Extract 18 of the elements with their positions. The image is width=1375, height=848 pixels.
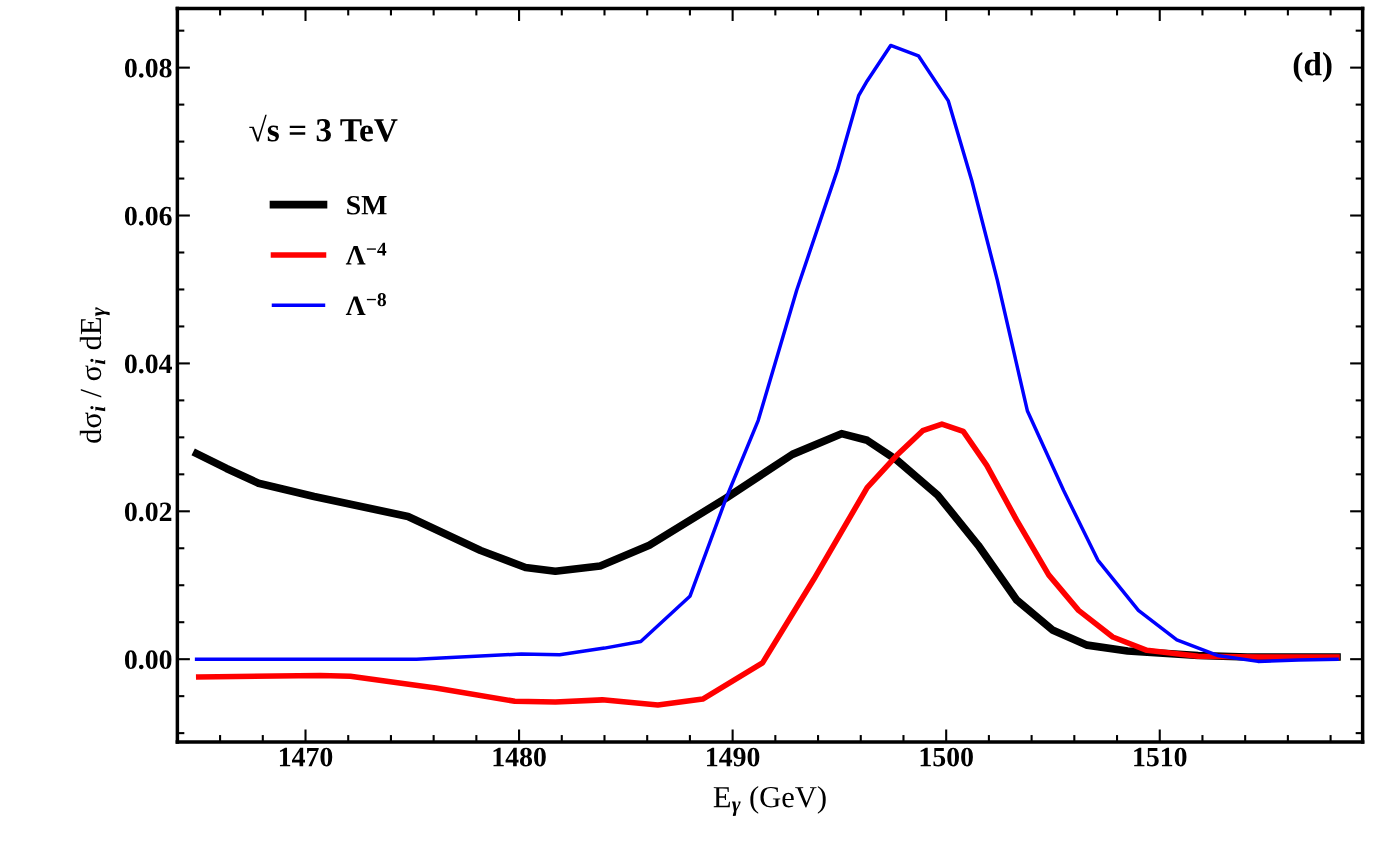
x-tick-label: 1470 — [279, 747, 333, 767]
y-tick-label: 0.08 — [124, 58, 172, 78]
y-tick-label: 0.02 — [124, 502, 172, 522]
y-axis-title: dσ$_{i}$ / σ$_{i}$ dE$_{γ}$ — [79, 307, 110, 443]
x-tick-label: 1510 — [1134, 747, 1187, 767]
y-tick-label: 0.04 — [124, 354, 172, 374]
legend-label: Λ$^{−8}$ — [345, 293, 386, 315]
annotation: √s = 3 TeV — [249, 114, 398, 142]
y-tick-label: 0.06 — [124, 206, 172, 226]
x-tick-label: 1500 — [920, 747, 973, 767]
x-tick-label: 1490 — [707, 747, 760, 767]
annotation: (d) — [1293, 52, 1332, 83]
y-tick-label: 0.00 — [124, 650, 172, 670]
legend-label: SM — [347, 195, 387, 215]
x-tick-label: 1480 — [493, 747, 546, 767]
x-axis-title: E$_{γ}$ (GeV) — [713, 785, 826, 816]
legend-label: Λ$^{−4}$ — [345, 242, 387, 265]
line-series — [194, 43, 1339, 664]
